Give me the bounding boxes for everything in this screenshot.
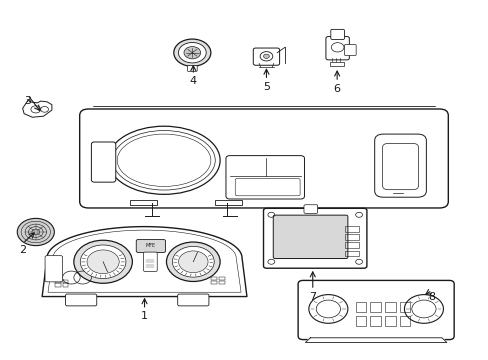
Circle shape xyxy=(178,251,207,273)
Bar xyxy=(130,200,157,205)
Text: 6: 6 xyxy=(333,84,340,94)
FancyBboxPatch shape xyxy=(177,294,208,306)
FancyBboxPatch shape xyxy=(273,215,347,258)
Bar xyxy=(355,302,366,312)
Circle shape xyxy=(263,54,269,58)
FancyBboxPatch shape xyxy=(91,142,116,182)
Bar xyxy=(399,302,409,312)
FancyBboxPatch shape xyxy=(298,280,453,339)
Text: 2: 2 xyxy=(19,245,26,255)
Text: 8: 8 xyxy=(428,292,435,302)
FancyBboxPatch shape xyxy=(225,156,304,199)
Ellipse shape xyxy=(108,126,220,194)
Bar xyxy=(63,280,68,283)
FancyBboxPatch shape xyxy=(235,179,300,196)
FancyBboxPatch shape xyxy=(45,256,62,282)
Circle shape xyxy=(74,240,132,283)
Bar xyxy=(369,302,380,312)
Text: 3: 3 xyxy=(24,96,31,106)
Bar xyxy=(55,280,61,283)
Circle shape xyxy=(166,242,220,282)
Bar xyxy=(219,281,224,284)
Bar xyxy=(399,316,409,326)
Bar xyxy=(345,234,358,240)
FancyBboxPatch shape xyxy=(263,208,366,268)
Circle shape xyxy=(172,246,214,277)
FancyBboxPatch shape xyxy=(80,109,447,208)
Ellipse shape xyxy=(117,134,210,186)
Bar xyxy=(215,200,242,205)
FancyBboxPatch shape xyxy=(143,252,157,271)
Circle shape xyxy=(17,219,54,246)
Bar xyxy=(384,302,395,312)
FancyBboxPatch shape xyxy=(304,205,317,213)
Ellipse shape xyxy=(113,131,215,190)
FancyBboxPatch shape xyxy=(382,143,418,190)
FancyBboxPatch shape xyxy=(374,134,426,197)
Bar xyxy=(345,226,358,231)
Text: 4: 4 xyxy=(189,76,197,86)
Bar xyxy=(355,316,366,326)
Bar xyxy=(345,251,358,256)
FancyBboxPatch shape xyxy=(136,239,165,252)
Circle shape xyxy=(87,250,119,274)
Polygon shape xyxy=(22,100,52,117)
FancyBboxPatch shape xyxy=(330,30,344,40)
Polygon shape xyxy=(305,338,446,342)
Bar xyxy=(345,242,358,248)
Circle shape xyxy=(178,42,206,63)
FancyBboxPatch shape xyxy=(253,48,279,65)
Bar xyxy=(329,62,344,66)
Text: 1: 1 xyxy=(141,311,148,321)
FancyBboxPatch shape xyxy=(325,37,348,60)
FancyBboxPatch shape xyxy=(187,66,197,71)
Text: MFE: MFE xyxy=(145,243,156,248)
Bar xyxy=(63,283,68,287)
Circle shape xyxy=(80,245,125,279)
FancyBboxPatch shape xyxy=(65,294,97,306)
FancyBboxPatch shape xyxy=(344,44,355,55)
Bar xyxy=(55,283,61,287)
Circle shape xyxy=(173,39,210,66)
Bar xyxy=(211,277,216,280)
Polygon shape xyxy=(42,227,246,297)
Circle shape xyxy=(183,46,200,59)
Bar xyxy=(384,316,395,326)
Text: 7: 7 xyxy=(308,292,316,302)
Bar xyxy=(369,316,380,326)
Bar xyxy=(211,281,216,284)
Text: 5: 5 xyxy=(263,82,269,92)
Bar xyxy=(219,277,224,280)
